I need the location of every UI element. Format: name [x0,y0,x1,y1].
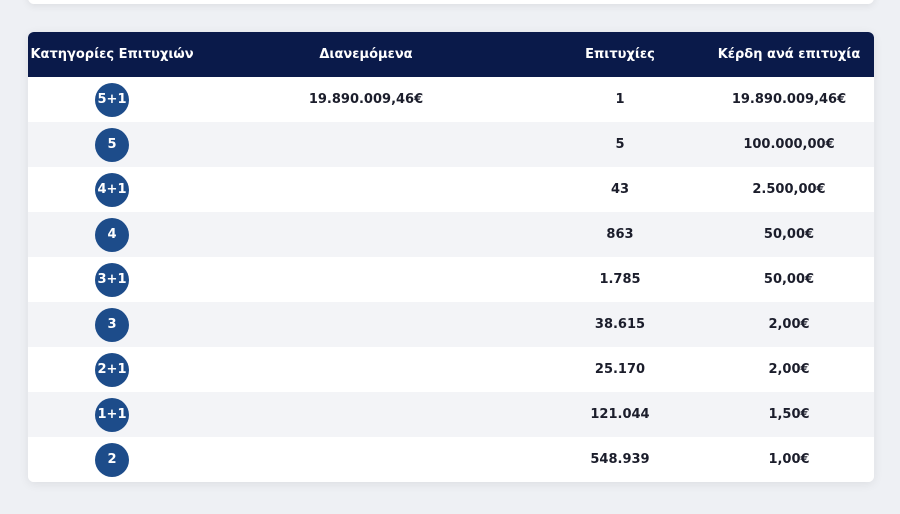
table-row: 3+1 1.785 50,00€ [28,257,874,302]
distributed-cell [196,347,536,392]
distributed-cell: 19.890.009,46€ [308,92,424,107]
header-distributed: Διανεμόμενα [319,47,413,62]
header-prize: Κέρδη ανά επιτυχία [717,47,861,62]
prize-cell: 1,50€ [768,407,810,422]
distributed-cell [196,212,536,257]
category-cell: 3 [28,302,196,347]
category-badge: 3 [95,307,129,342]
category-cell: 5 [28,122,196,167]
category-badge: 3+1 [95,262,129,297]
winners-cell: 1 [615,92,625,107]
winners-cell: 25.170 [594,362,646,377]
distributed-cell [196,437,536,482]
table-row: 5+1 19.890.009,46€ 1 19.890.009,46€ [28,77,874,122]
previous-card [28,0,874,4]
table-row: 2+1 25.170 2,00€ [28,347,874,392]
distributed-cell [196,167,536,212]
winners-cell: 43 [610,182,630,197]
prize-cell: 2,00€ [768,362,810,377]
category-cell: 4 [28,212,196,257]
distributed-cell [196,122,536,167]
table-row: 3 38.615 2,00€ [28,302,874,347]
table-row: 2 548.939 1,00€ [28,437,874,482]
prize-cell: 2,00€ [768,317,810,332]
winners-cell: 38.615 [594,317,646,332]
distributed-cell [196,392,536,437]
category-cell: 5+1 [28,77,196,122]
prize-cell: 50,00€ [763,272,815,287]
category-badge: 5 [95,127,129,162]
winners-cell: 5 [615,137,625,152]
table-header: Κατηγορίες Επιτυχιών Διανεμόμενα Επιτυχί… [28,32,874,77]
winners-cell: 121.044 [590,407,650,422]
prize-cell: 2.500,00€ [752,182,826,197]
winners-cell: 1.785 [599,272,641,287]
prize-table: Κατηγορίες Επιτυχιών Διανεμόμενα Επιτυχί… [28,32,874,482]
category-cell: 2 [28,437,196,482]
table-row: 5 5 100.000,00€ [28,122,874,167]
category-cell: 4+1 [28,167,196,212]
table-body: 5+1 19.890.009,46€ 1 19.890.009,46€ 5 5 100.00… [28,77,874,482]
prize-cell: 1,00€ [768,452,810,467]
category-badge: 2 [95,442,129,477]
table-row: 4 863 50,00€ [28,212,874,257]
distributed-cell [196,302,536,347]
distributed-cell [196,257,536,302]
table-row: 1+1 121.044 1,50€ [28,392,874,437]
category-cell: 2+1 [28,347,196,392]
category-badge: 5+1 [95,82,129,117]
table-row: 4+1 43 2.500,00€ [28,167,874,212]
category-badge: 1+1 [95,397,129,432]
category-badge: 4+1 [95,172,129,207]
winners-cell: 863 [606,227,634,242]
category-badge: 4 [95,217,129,252]
header-category: Κατηγορίες Επιτυχιών [30,47,194,62]
header-winners: Επιτυχίες [585,47,655,62]
category-badge: 2+1 [95,352,129,387]
winners-cell: 548.939 [590,452,650,467]
category-cell: 3+1 [28,257,196,302]
prize-cell: 19.890.009,46€ [731,92,847,107]
prize-cell: 50,00€ [763,227,815,242]
category-cell: 1+1 [28,392,196,437]
prize-cell: 100.000,00€ [743,137,835,152]
